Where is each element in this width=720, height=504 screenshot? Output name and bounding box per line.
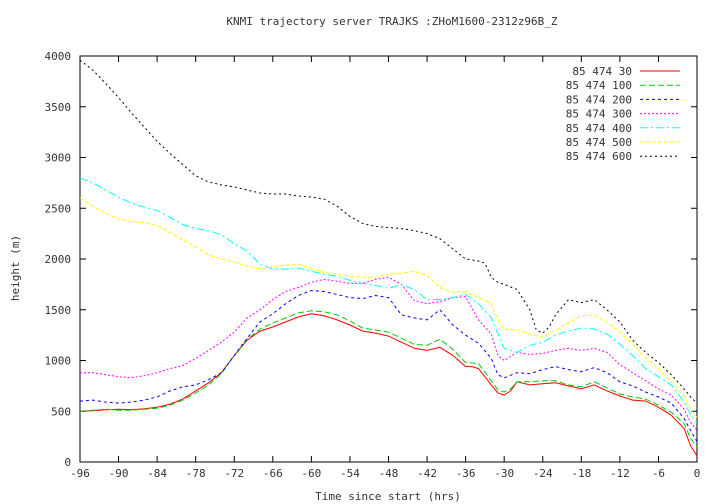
series-line xyxy=(79,310,698,448)
x-tick-label: -96 xyxy=(70,467,90,480)
series-line xyxy=(79,313,698,457)
x-tick-label: -18 xyxy=(571,467,591,480)
series-line xyxy=(79,289,698,442)
series-line xyxy=(79,177,698,423)
legend-label: 85 474 300 xyxy=(566,108,632,121)
series-line xyxy=(79,59,698,404)
x-tick-label: 0 xyxy=(694,467,701,480)
series-lines xyxy=(79,59,698,457)
y-tick-label: 4000 xyxy=(45,50,72,63)
x-tick-label: -54 xyxy=(340,467,360,480)
x-tick-label: -48 xyxy=(379,467,399,480)
legend-label: 85 474 400 xyxy=(566,122,632,135)
x-tick-label: -90 xyxy=(109,467,129,480)
x-tick-label: -12 xyxy=(610,467,630,480)
x-tick-label: -60 xyxy=(301,467,321,480)
chart-title: KNMI trajectory server TRAJKS :ZHoM1600-… xyxy=(226,15,558,28)
x-tick-label: -42 xyxy=(417,467,437,480)
legend-label: 85 474 30 xyxy=(572,65,632,78)
series-line xyxy=(79,197,698,418)
x-tick-label: -78 xyxy=(186,467,206,480)
x-axis-label: Time since start (hrs) xyxy=(315,490,461,503)
legend-label: 85 474 100 xyxy=(566,79,632,92)
x-tick-label: -30 xyxy=(494,467,514,480)
y-tick-label: 0 xyxy=(64,456,71,469)
y-tick-label: 2500 xyxy=(45,202,72,215)
y-tick-label: 2000 xyxy=(45,253,72,266)
x-tick-label: -6 xyxy=(652,467,665,480)
y-tick-label: 1500 xyxy=(45,304,72,317)
legend-label: 85 474 200 xyxy=(566,93,632,106)
y-axis-label: height (m) xyxy=(9,235,22,301)
y-tick-label: 1000 xyxy=(45,355,72,368)
y-tick-label: 3500 xyxy=(45,101,72,114)
axis-ticks: -96 -90 -84 -78 -72 -66 -60 -54 -48 -42 -36 -30 -24-… xyxy=(45,50,701,480)
y-tick-label: 500 xyxy=(51,405,71,418)
x-tick-label: -36 xyxy=(456,467,476,480)
series-line xyxy=(80,276,698,431)
x-tick-label: -24 xyxy=(533,467,553,480)
legend-label: 85 474 600 xyxy=(566,150,632,163)
x-tick-label: -84 xyxy=(147,467,167,480)
legend-label: 85 474 500 xyxy=(566,136,632,149)
x-tick-label: -66 xyxy=(263,467,283,480)
x-tick-label: -72 xyxy=(224,467,244,480)
y-tick-label: 3000 xyxy=(45,152,72,165)
